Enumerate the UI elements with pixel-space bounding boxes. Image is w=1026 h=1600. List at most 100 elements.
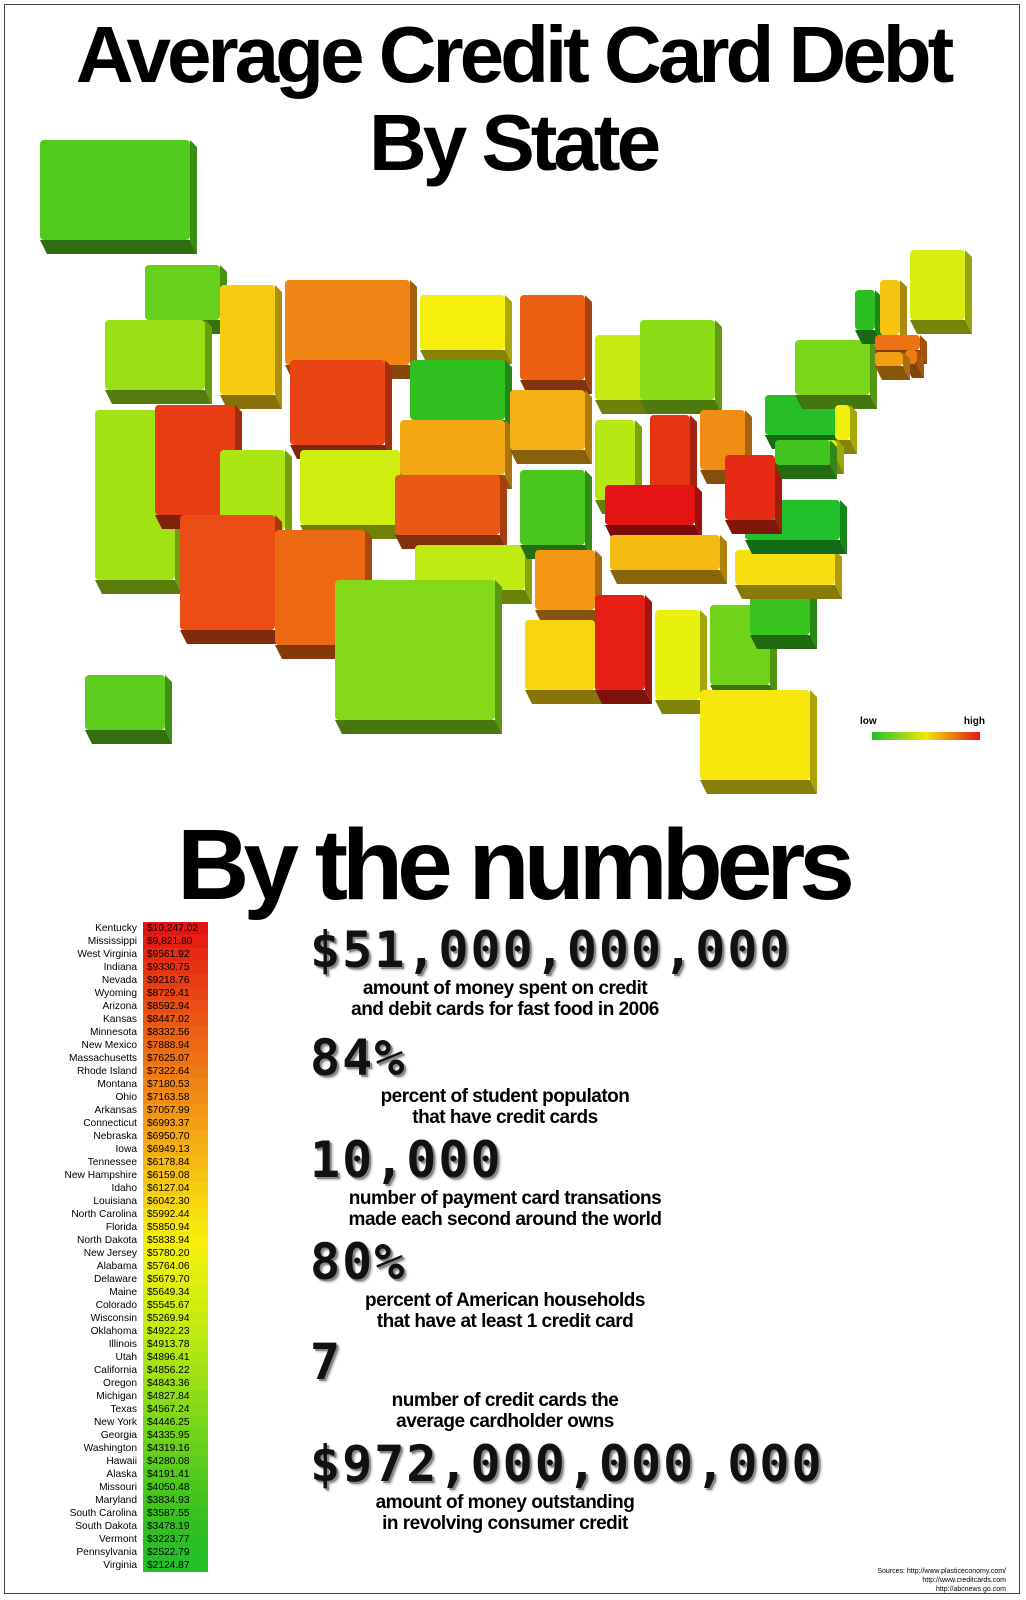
ranking-row: Hawaii $4280.08: [30, 1455, 220, 1468]
ranking-row: Connecticut $6993.37: [30, 1117, 220, 1130]
stat-number: 80%: [310, 1233, 407, 1291]
ranking-state: Ohio: [115, 1092, 137, 1103]
stat-description-line: that have credit cards: [412, 1107, 598, 1128]
ranking-row: Massachusetts $7625.07: [30, 1052, 220, 1065]
ranking-value: $5764.06: [143, 1260, 208, 1273]
ranking-value: $8729.41: [143, 987, 208, 1000]
ranking-row: Nebraska $6950.70: [30, 1130, 220, 1143]
ranking-state: Washington: [83, 1443, 137, 1454]
stat-description-line: and debit cards for fast food in 2006: [351, 999, 659, 1020]
state-block-wy: [290, 360, 392, 459]
ranking-value: $4319.16: [143, 1442, 208, 1455]
stat-description-line: number of payment card transations: [348, 1188, 662, 1209]
ranking-row: Michigan $4827.84: [30, 1390, 220, 1403]
ranking-value: $5850.94: [143, 1221, 208, 1234]
ranking-row: Missouri $4050.48: [30, 1481, 220, 1494]
ranking-row: Colorado $5545.67: [30, 1299, 220, 1312]
ranking-row: Alabama $5764.06: [30, 1260, 220, 1273]
ranking-row: Oregon $4843.36: [30, 1377, 220, 1390]
legend-low-label: low: [860, 716, 877, 727]
numbers-heading: By the numbers: [177, 809, 855, 921]
state-block-me: [910, 250, 972, 334]
ranking-state: Louisiana: [93, 1196, 137, 1207]
ranking-row: North Dakota $5838.94: [30, 1234, 220, 1247]
ranking-value: $7888.94: [143, 1039, 208, 1052]
source-link[interactable]: Sources: http://www.plasticeconomy.com/: [877, 1568, 1006, 1575]
stat-description-line: percent of American households: [365, 1290, 645, 1311]
ranking-state: Utah: [115, 1352, 137, 1363]
ranking-row: Idaho $6127.04: [30, 1182, 220, 1195]
ranking-state: New York: [93, 1417, 137, 1428]
us-debt-map: [40, 140, 972, 794]
ranking-row: Iowa $6949.13: [30, 1143, 220, 1156]
state-block-mn: [520, 295, 592, 394]
ranking-row: Vermont $3223.77: [30, 1533, 220, 1546]
ranking-row: Georgia $4335.95: [30, 1429, 220, 1442]
ranking-state: Wisconsin: [90, 1313, 137, 1324]
ranking-state: South Carolina: [69, 1508, 137, 1519]
source-link[interactable]: http://abcnews.go.com: [935, 1586, 1006, 1593]
ranking-state: Arkansas: [94, 1105, 137, 1116]
ranking-state: Kentucky: [95, 923, 137, 934]
ranking-value: $4050.48: [143, 1481, 208, 1494]
state-block-ny: [795, 340, 877, 409]
ranking-row: Kentucky $10,247.02: [30, 922, 220, 935]
state-block-wv: [725, 455, 782, 534]
legend-high-label: high: [963, 716, 985, 727]
ranking-value: $4922.23: [143, 1325, 208, 1338]
ranking-row: Tennessee $6178.84: [30, 1156, 220, 1169]
ranking-row: Delaware $5679.70: [30, 1273, 220, 1286]
ranking-value: $3478.19: [143, 1520, 208, 1533]
stat-number: 7: [310, 1333, 343, 1391]
sources-footer: Sources: http://www.plasticeconomy.com/ …: [746, 1567, 1006, 1594]
stat-number: $51,000,000,000: [310, 921, 792, 979]
stat-description: amount of money outstanding in revolving…: [340, 1492, 670, 1534]
ranking-row: Texas $4567.24: [30, 1403, 220, 1416]
ranking-row: Washington $4319.16: [30, 1442, 220, 1455]
ranking-value: $6993.37: [143, 1117, 208, 1130]
state-block-co: [300, 450, 407, 539]
stat-description: percent of American households that have…: [340, 1290, 670, 1332]
state-block-tx: [335, 580, 502, 734]
state-block-fl: [700, 690, 817, 794]
ranking-state: Kansas: [103, 1014, 137, 1025]
ranking-state: Maryland: [95, 1495, 137, 1506]
ranking-value: $4191.41: [143, 1468, 208, 1481]
ranking-value: $9561.92: [143, 948, 208, 961]
ranking-value: $8447.02: [143, 1013, 208, 1026]
ranking-state: Maine: [109, 1287, 137, 1298]
stat-description-line: that have at least 1 credit card: [376, 1311, 634, 1332]
ranking-value: $3223.77: [143, 1533, 208, 1546]
state-block-ia: [510, 390, 592, 464]
ranking-value: $9218.76: [143, 974, 208, 987]
state-block-md: [775, 440, 837, 479]
state-block-nd: [420, 295, 512, 364]
ranking-state: North Carolina: [71, 1209, 137, 1220]
ranking-value: $7163.58: [143, 1091, 208, 1104]
ranking-state: West Virginia: [77, 949, 137, 960]
ranking-state: Texas: [110, 1404, 137, 1415]
ranking-value: $2522.79: [143, 1546, 208, 1559]
ranking-value: $7322.64: [143, 1065, 208, 1078]
ranking-state: Missouri: [99, 1482, 137, 1493]
ranking-row: New Mexico $7888.94: [30, 1039, 220, 1052]
stat-description-line: amount of money spent on credit: [362, 978, 648, 999]
state-block-tn: [610, 535, 727, 584]
state-block-nj: [835, 405, 857, 454]
ranking-row: Florida $5850.94: [30, 1221, 220, 1234]
ranking-row: Montana $7180.53: [30, 1078, 220, 1091]
state-block-ks: [395, 475, 507, 549]
ranking-value: $5269.94: [143, 1312, 208, 1325]
ranking-value: $4335.95: [143, 1429, 208, 1442]
stat-number: 10,000: [310, 1131, 503, 1189]
ranking-state: Iowa: [115, 1144, 137, 1155]
stat-description-line: number of credit cards the: [391, 1390, 619, 1411]
ranking-value: $6127.04: [143, 1182, 208, 1195]
ranking-row: Kansas $8447.02: [30, 1013, 220, 1026]
state-block-ar: [535, 550, 602, 624]
ranking-row: Maine $5649.34: [30, 1286, 220, 1299]
ranking-value: $4827.84: [143, 1390, 208, 1403]
ranking-state: Minnesota: [89, 1027, 137, 1038]
source-link[interactable]: http://www.creditcards.com: [922, 1577, 1006, 1584]
ranking-row: Maryland $3834.93: [30, 1494, 220, 1507]
